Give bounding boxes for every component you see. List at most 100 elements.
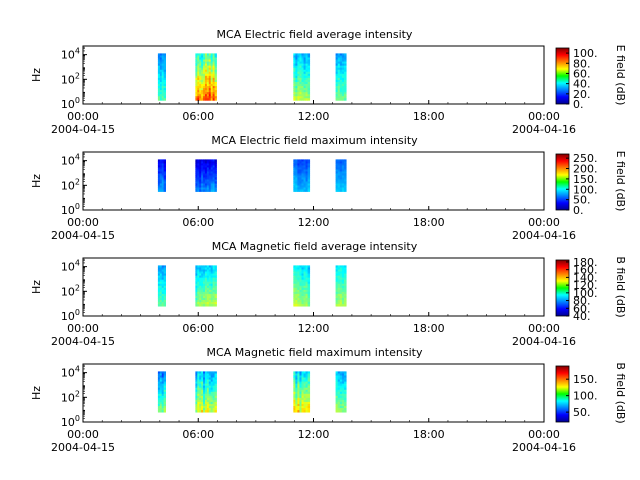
spectrogram-cell: [344, 185, 347, 188]
spectrogram-cell: [199, 408, 202, 411]
spectrogram-cell: [299, 71, 302, 75]
spectrogram-cell: [161, 285, 165, 289]
spectrogram-cell: [214, 291, 217, 295]
spectrogram-cell: [195, 269, 198, 272]
spectrogram-cell: [214, 391, 217, 395]
spectrogram-cell: [293, 187, 296, 190]
spectrogram-cell: [206, 269, 210, 272]
spectrogram-cell: [201, 183, 204, 186]
spectrogram-cell: [208, 387, 212, 391]
spectrogram-cell: [344, 86, 347, 89]
spectrogram-cell: [295, 177, 298, 180]
spectrogram-cell: [199, 81, 202, 85]
spectrogram-cell: [344, 171, 347, 174]
spectrogram-cell: [161, 94, 165, 97]
spectrogram-cell: [337, 187, 341, 190]
spectrogram-cell: [210, 389, 214, 393]
spectrogram-cell: [299, 373, 302, 376]
spectrogram-cell: [295, 163, 298, 166]
spectrogram-cell: [203, 375, 206, 378]
spectrogram-cell: [335, 83, 339, 87]
spectrogram-cell: [214, 79, 217, 83]
spectrogram-cell: [159, 295, 163, 299]
spectrogram-cell: [339, 265, 343, 268]
spectrogram-cell: [201, 408, 204, 411]
spectrogram-cell: [208, 304, 212, 307]
spectrogram-cell: [341, 281, 345, 285]
spectrogram-cell: [197, 90, 200, 93]
spectrogram-cell: [157, 281, 161, 285]
spectrogram-cell: [303, 90, 306, 93]
spectrogram-cell: [203, 267, 206, 270]
spectrogram-cell: [199, 75, 202, 79]
spectrogram-cell: [339, 53, 343, 56]
x-tick-label: 12:00: [298, 216, 330, 229]
spectrogram-cell: [201, 171, 204, 174]
spectrogram-cell: [208, 189, 212, 192]
spectrogram-cell: [214, 175, 217, 178]
spectrogram-cell: [163, 189, 166, 192]
spectrogram-cell: [197, 408, 200, 411]
spectrogram-cell: [163, 67, 166, 71]
spectrogram-cell: [335, 159, 339, 162]
spectrogram-cell: [305, 269, 309, 272]
spectrogram-burst-3: [293, 159, 311, 192]
spectrogram-cell: [301, 63, 304, 67]
spectrogram-cell: [297, 69, 300, 73]
spectrogram-cell: [214, 371, 217, 374]
spectrogram-cell: [297, 67, 300, 71]
spectrogram-cell: [210, 297, 214, 301]
spectrogram-cell: [303, 79, 306, 83]
spectrogram-cell: [159, 381, 163, 385]
spectrogram-cell: [204, 289, 208, 293]
spectrogram-cell: [163, 304, 166, 307]
spectrogram-cell: [212, 271, 215, 274]
spectrogram-cell: [307, 165, 311, 168]
spectrogram-cell: [293, 401, 296, 405]
spectrogram-cell: [212, 267, 215, 270]
spectrogram-cell: [203, 71, 206, 75]
spectrogram-cell: [206, 304, 210, 307]
spectrogram-cell: [295, 65, 298, 69]
spectrogram-cell: [159, 90, 163, 93]
spectrogram-cell: [295, 401, 298, 405]
spectrogram-cell: [204, 92, 208, 95]
spectrogram-cell: [337, 379, 341, 382]
spectrogram-cell: [339, 293, 343, 297]
spectrogram-cell: [295, 403, 298, 407]
colorbar-gradient: [555, 259, 570, 317]
spectrogram-cell: [201, 167, 204, 170]
spectrogram-cell: [157, 277, 161, 281]
spectrogram-cell: [303, 373, 306, 376]
spectrogram-cell: [307, 283, 311, 287]
spectrogram-cell: [293, 283, 296, 287]
spectrogram-cell: [305, 401, 309, 405]
spectrogram-cell: [159, 98, 163, 101]
spectrogram-cell: [305, 90, 309, 93]
plot-area: [83, 364, 544, 422]
spectrogram-cell: [339, 75, 343, 79]
x-tick-label: 00:00: [67, 110, 99, 123]
spectrogram-cell: [295, 59, 298, 62]
spectrogram-cell: [203, 401, 206, 405]
spectrogram-cell: [295, 300, 298, 303]
spectrogram-cell: [201, 71, 204, 75]
spectrogram-cell: [161, 81, 165, 85]
spectrogram-cell: [307, 287, 311, 291]
spectrogram-cell: [204, 397, 208, 401]
spectrogram-cell: [299, 163, 302, 166]
spectrogram-cell: [208, 302, 212, 305]
spectrogram-cell: [206, 408, 210, 411]
spectrogram-cell: [161, 393, 165, 397]
spectrogram-cell: [307, 403, 311, 407]
spectrogram-cell: [335, 293, 339, 297]
spectrogram-cell: [197, 61, 200, 64]
spectrogram-cell: [201, 291, 204, 295]
spectrogram-cell: [203, 304, 206, 307]
spectrogram-cell: [204, 79, 208, 83]
spectrogram-cell: [204, 381, 208, 385]
spectrogram-cell: [295, 171, 298, 174]
spectrogram-cell: [297, 410, 300, 413]
spectrogram-cell: [161, 161, 165, 164]
spectrogram-cell: [344, 377, 347, 380]
